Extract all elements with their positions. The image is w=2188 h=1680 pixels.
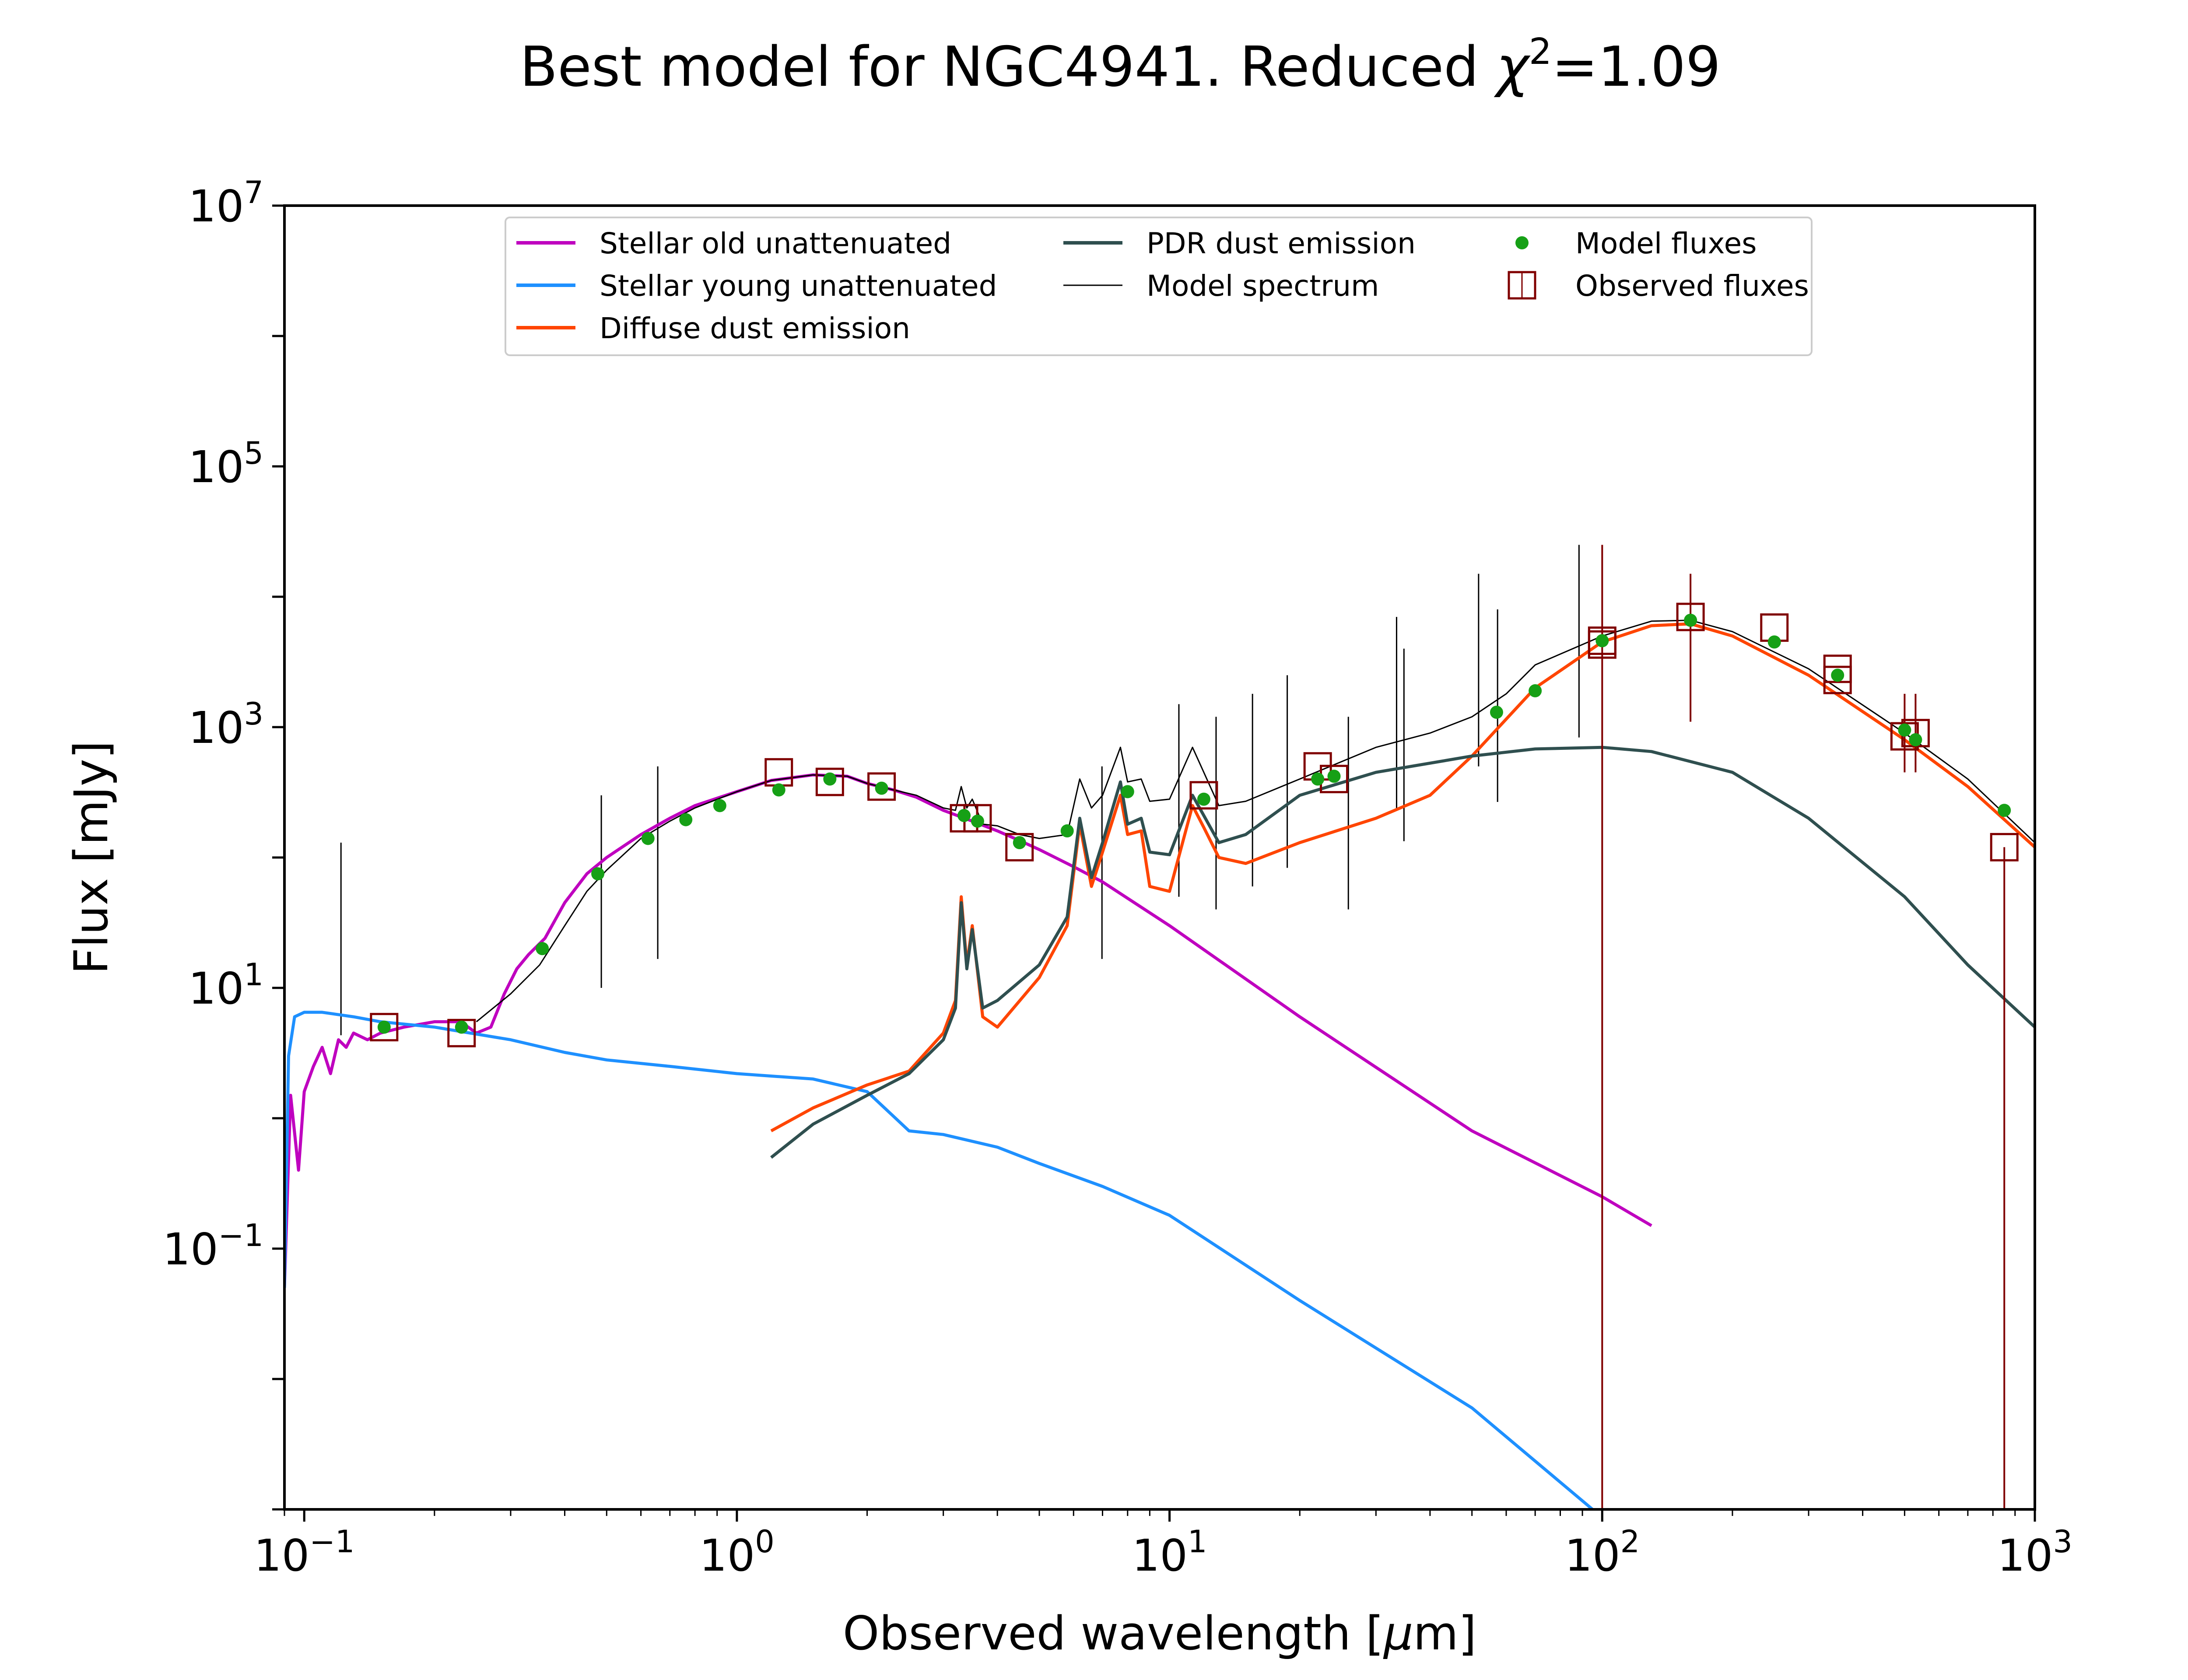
legend-label: Model spectrum [1147,269,1379,303]
observed-flux-point [1990,833,2019,861]
observed-flux-point [1676,602,1705,631]
legend-label: PDR dust emission [1147,227,1416,260]
model-flux-point [679,813,693,826]
legend-label: Diffuse dust emission [600,312,910,345]
model-flux-point [1311,772,1325,786]
model-flux-point [1898,723,1911,737]
model-flux-point [1060,824,1074,838]
legend-item-stellar-old-unattenuated: Stellar old unattenuated [516,227,951,260]
observed-flux-point [370,1013,399,1042]
model-flux-point [957,808,971,822]
model-flux-point [641,832,655,845]
y-tick-label: 10−1 [163,1218,263,1275]
model-flux-point [1529,684,1542,697]
model-flux-point [1197,792,1210,806]
y-tick-label: 101 [188,957,263,1014]
series-stellar-young-unattenuated [284,1011,1594,1509]
model-flux-point [377,1020,391,1034]
model-flux-point [1909,733,1922,746]
series-stellar-old-unattenuated [284,773,1652,1288]
x-tick-label: 101 [1132,1524,1207,1581]
legend-item-model-spectrum: Model spectrum [1063,269,1379,303]
legend-label: Stellar young unattenuated [600,269,997,303]
model-flux-point [1998,804,2011,817]
legend: Stellar old unattenuated Stellar young un… [505,217,1813,356]
legend-item-observed-fluxes: Observed fluxes [1508,269,1809,303]
model-flux-point [536,942,549,956]
observed-flux-point [867,772,896,801]
model-flux-point [591,867,605,881]
axis-ticks: 10−1 100 101 102 103 10−1 101 103 105 107 [163,175,2072,1581]
observed-flux-point [1005,833,1034,861]
x-axis-label: Observed wavelength [μm] [843,1606,1476,1660]
model-flux-point [971,814,984,828]
series-model-spectrum [476,620,2035,1022]
model-flux-point [1121,785,1134,798]
legend-item-stellar-young-unattenuated: Stellar young unattenuated [516,269,997,303]
model-flux-point [1684,613,1697,627]
model-flux-point [1490,706,1503,719]
observed-flux-point [1189,781,1218,810]
y-axis-label: Flux [mJy] [64,741,118,974]
y-tick-label: 103 [188,696,263,753]
y-tick-label: 105 [188,435,263,493]
model-flux-point [1831,668,1844,682]
legend-item-pdr-dust-emission: PDR dust emission [1063,227,1416,260]
legend-label: Model fluxes [1575,227,1757,260]
model-flux-point [1767,635,1781,649]
model-flux-point [455,1020,468,1034]
legend-swatch [1515,236,1529,249]
series-pdr-dust-emission [770,746,2035,1159]
legend-label: Observed fluxes [1575,269,1809,303]
observed-flux-point [1823,665,1852,694]
legend-item-model-fluxes: Model fluxes [1515,227,1757,260]
chart-title: Best model for NGC4941. Reduced χ2=1.09 [520,31,1721,99]
x-tick-label: 102 [1564,1524,1640,1581]
legend-box [505,217,1813,356]
model-flux-point [772,783,785,797]
legend-label: Stellar old unattenuated [600,227,951,260]
x-tick-label: 103 [1997,1524,2072,1581]
y-tick-label: 107 [188,175,263,232]
model-flux-point [823,772,837,786]
plot-area [284,545,2035,1509]
observed-flux-point [815,767,844,796]
model-flux-point [1327,770,1341,783]
model-flux-point [1595,634,1609,648]
observed-flux-point [1588,626,1616,655]
x-tick-label: 10−1 [254,1524,354,1581]
observed-flux-point [447,1018,476,1047]
legend-item-diffuse-dust-emission: Diffuse dust emission [516,312,910,345]
model-flux-point [1013,836,1026,850]
model-flux-point [875,781,888,795]
x-tick-label: 100 [699,1524,775,1581]
model-flux-point [713,799,726,812]
